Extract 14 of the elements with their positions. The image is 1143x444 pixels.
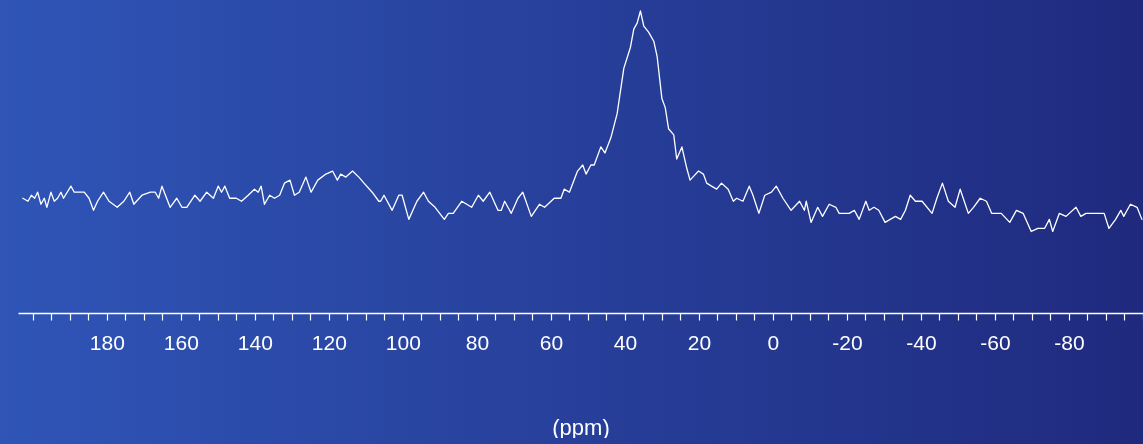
x-tick-label: -80 <box>1054 330 1085 354</box>
x-tick-label: 100 <box>385 330 421 354</box>
x-tick-label: -40 <box>906 330 937 354</box>
x-tick-label: 120 <box>311 330 347 354</box>
x-tick-label: 40 <box>613 330 638 354</box>
x-tick-label: -20 <box>832 330 863 354</box>
x-tick-label: 180 <box>89 330 125 354</box>
x-tick-label: 60 <box>539 330 564 354</box>
x-tick-label: 20 <box>687 330 712 354</box>
x-tick-label: 80 <box>465 330 490 354</box>
x-tick-label: -60 <box>980 330 1011 354</box>
x-tick-label: 160 <box>163 330 199 354</box>
x-tick-label: 140 <box>237 330 273 354</box>
x-tick-label: 0 <box>767 330 780 354</box>
